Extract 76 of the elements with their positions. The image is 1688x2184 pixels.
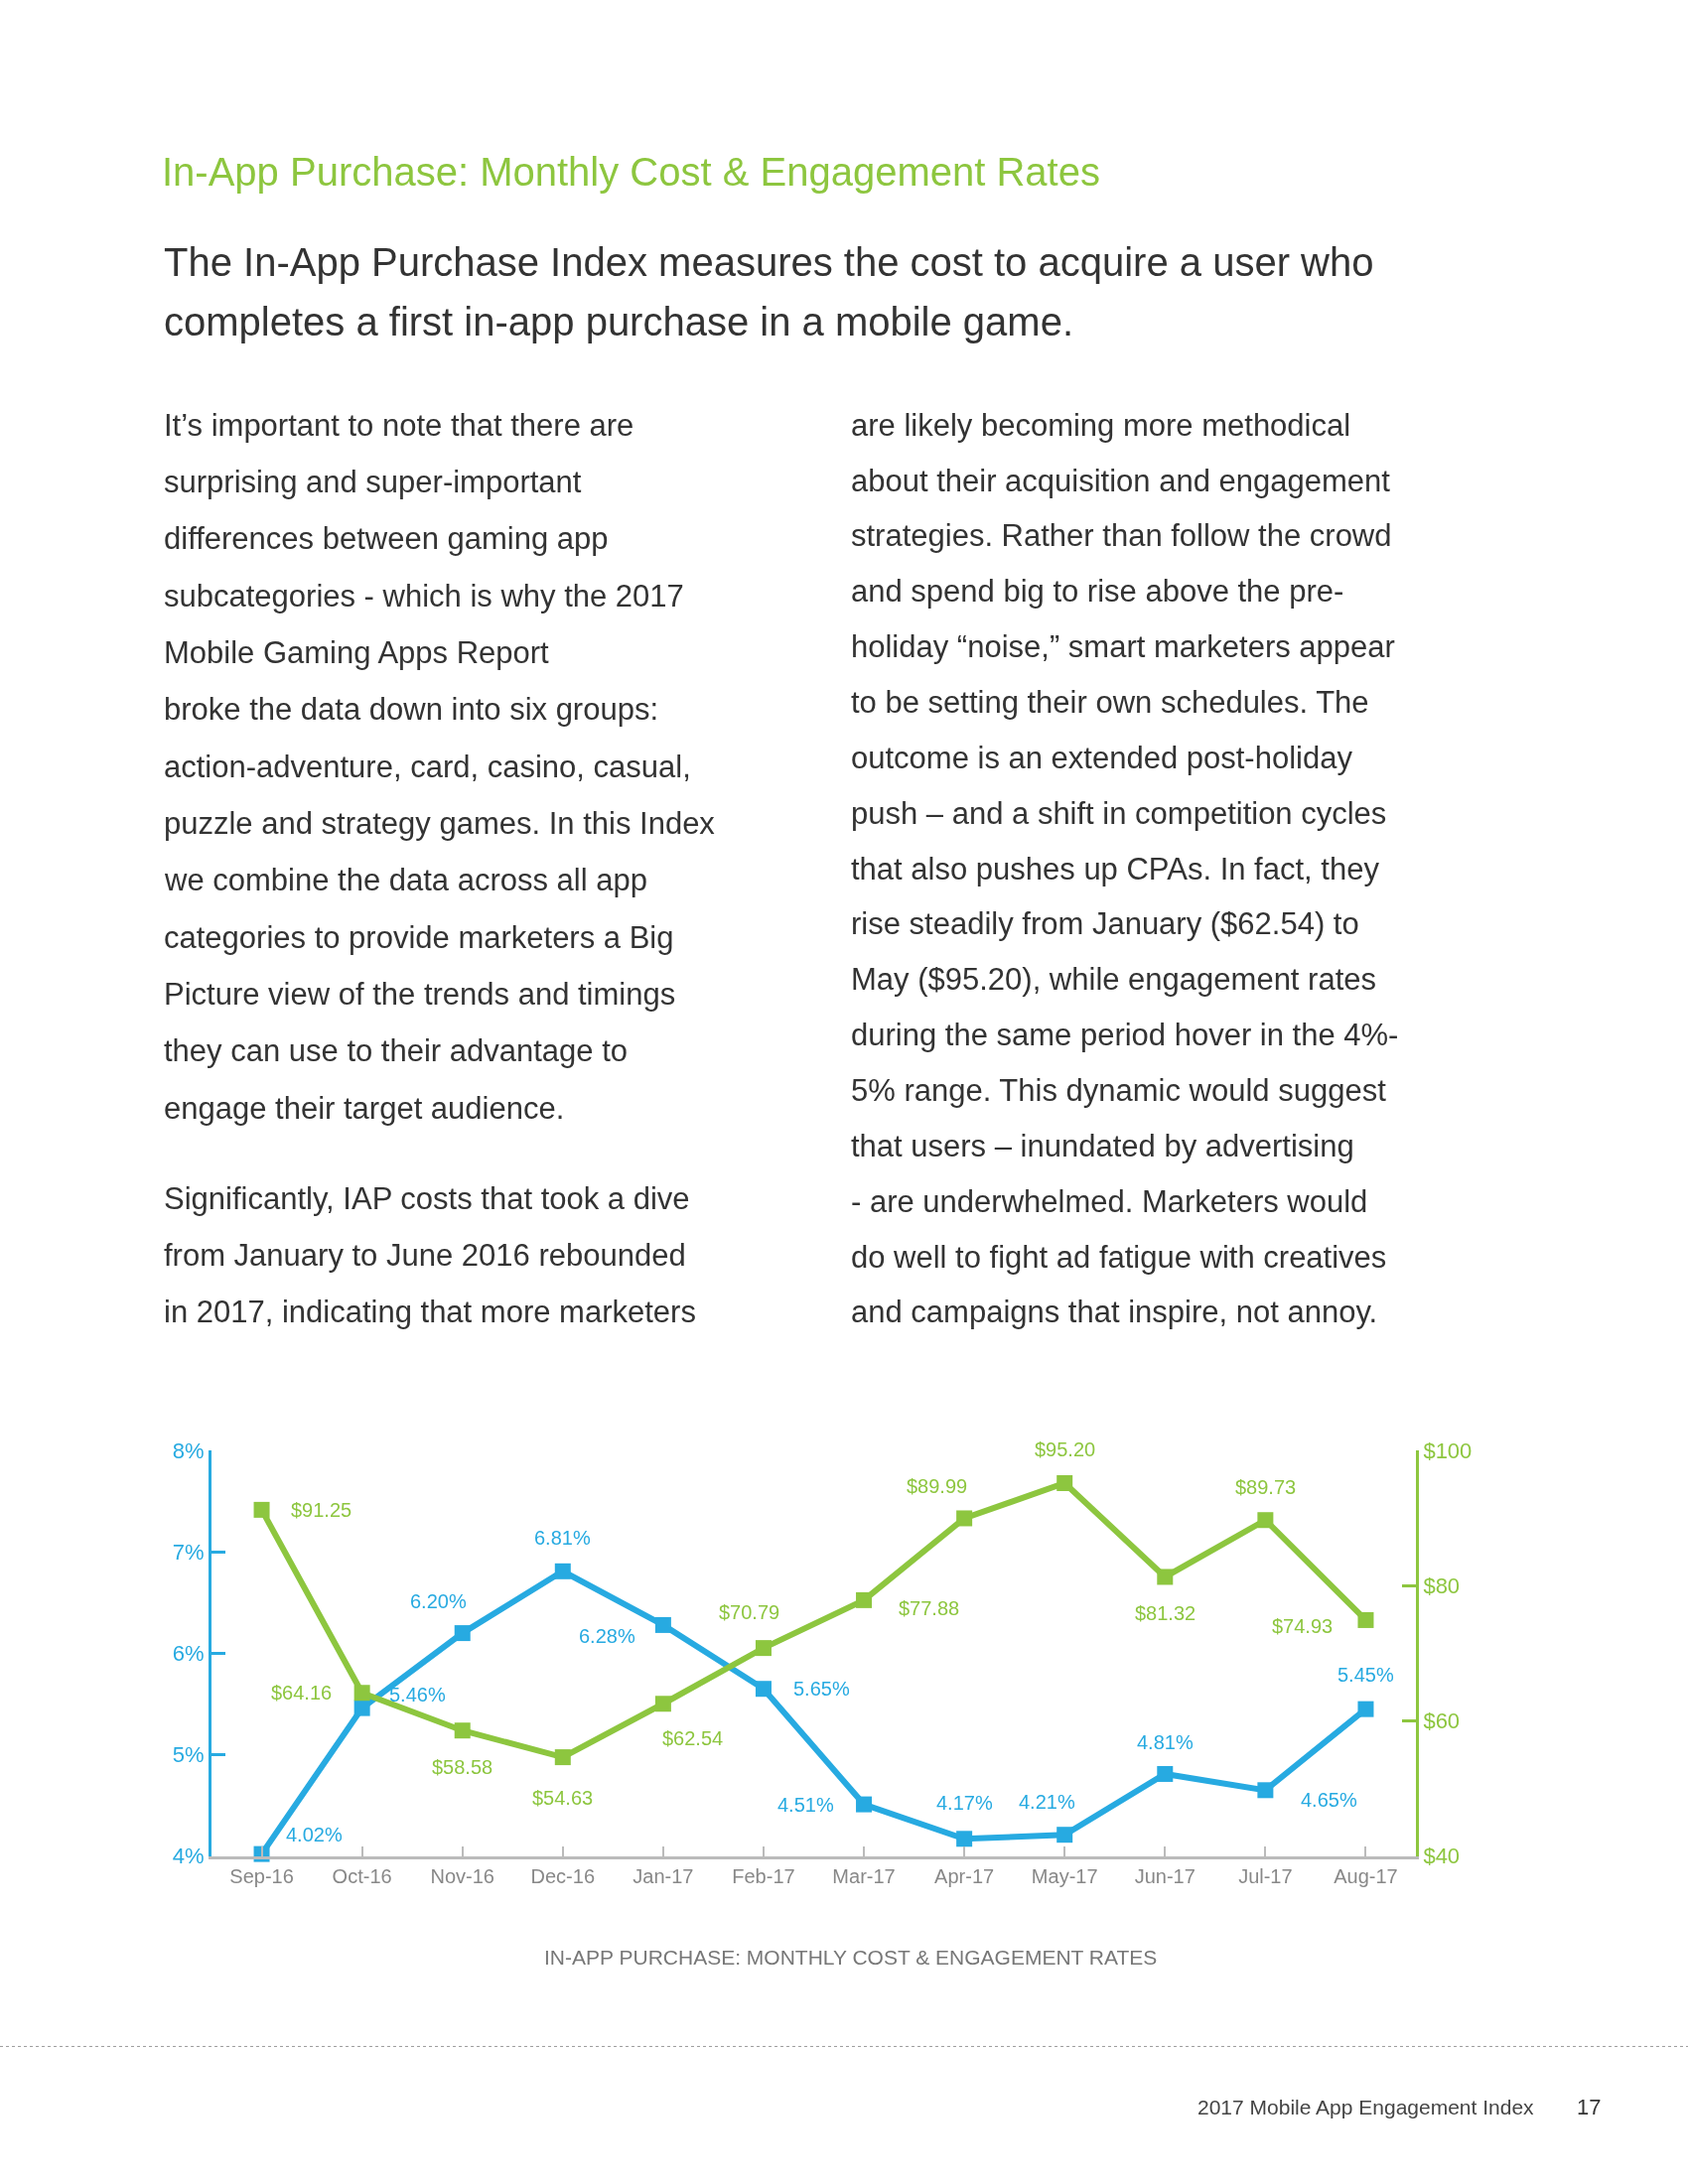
- data-label: $70.79: [719, 1601, 780, 1623]
- x-tick-label: Nov-16: [430, 1864, 494, 1887]
- point: [856, 1796, 873, 1813]
- x-tick-label: Aug-17: [1334, 1864, 1398, 1887]
- point: [1157, 1765, 1174, 1782]
- y-tick-label: 4%: [172, 1843, 205, 1869]
- data-label: 4.17%: [936, 1792, 993, 1814]
- text: are likely becoming more methodical about their acquisition and engagement strategies. Rather than follow the crowd and spend big to rise above the pre- holiday “noise,” smart marketers appear to be setting their own schedules. The outcome is an extended post-holiday push – and a shift in competition cycles that also pushes up CPAs. In fact, they rise steadily from January ($62.54) to May ($95.20), while engagement rates during the same period hover in the 4%- 5% range. This dynamic would suggest that users – inundated by advertising - are underwhelmed. Marketers would do well to fight ad fatigue with creatives and campaigns that inspire, not annoy.: [851, 408, 1399, 1329]
- data-label: $95.20: [1035, 1438, 1096, 1460]
- data-label: $89.73: [1235, 1476, 1297, 1498]
- data-label: 6.20%: [410, 1590, 467, 1612]
- data-label: $62.54: [662, 1727, 724, 1749]
- x-tick-label: Feb-17: [732, 1864, 795, 1887]
- x-tick-label: Oct-16: [332, 1864, 392, 1887]
- x-tick-label: Sep-16: [229, 1864, 294, 1887]
- point: [1056, 1475, 1073, 1491]
- data-label: $89.99: [907, 1475, 968, 1497]
- point: [654, 1696, 671, 1712]
- text: 17: [1577, 2095, 1602, 2119]
- y-tick-label: 8%: [172, 1438, 205, 1464]
- y2-tick-label: $40: [1423, 1843, 1461, 1869]
- point: [353, 1685, 370, 1702]
- x-tick-label: Jan-17: [633, 1864, 694, 1887]
- point: [353, 1700, 370, 1716]
- data-label: 4.81%: [1137, 1731, 1194, 1753]
- point: [956, 1831, 973, 1847]
- y2-tick-label: $80: [1423, 1573, 1461, 1599]
- data-label: $81.32: [1135, 1602, 1196, 1624]
- data-label: $64.16: [271, 1682, 333, 1704]
- point: [1257, 1782, 1274, 1799]
- data-label: 5.46%: [389, 1684, 446, 1706]
- point: [1357, 1701, 1374, 1717]
- x-tick-label: Jul-17: [1238, 1864, 1293, 1887]
- point: [755, 1681, 772, 1698]
- text: It’s important to note that there are surprising and super-important differences between gaming app subcategories - which is why the 2017 Mobile Gaming Apps Report broke the data down into six groups: action-adventure, card, casino, casual, puzzle and strategy games. In this Index we combine the data across all app categories to provide marketers a Big Picture view of the trends and timings they can use to their advantage to engage their target audience.: [164, 408, 715, 1126]
- point: [554, 1563, 571, 1579]
- chart-subtitle: The In-App Purchase Index measures the cost to acquire a user who completes a first in-app purchase in a mobile game.: [164, 240, 1374, 343]
- data-label: $74.93: [1272, 1615, 1334, 1637]
- data-label: 5.65%: [793, 1678, 850, 1700]
- data-label: $77.88: [899, 1597, 960, 1619]
- point: [1157, 1569, 1174, 1585]
- point: [755, 1640, 772, 1657]
- point: [856, 1591, 873, 1608]
- chart-title: In-App Purchase: Monthly Cost & Engagement Rates: [162, 150, 1100, 195]
- point: [1056, 1827, 1073, 1843]
- x-tick-label: Jun-17: [1134, 1864, 1196, 1887]
- data-label: 4.02%: [286, 1824, 343, 1845]
- text: 2017 Mobile App Engagement Index: [1197, 2096, 1535, 2118]
- point: [454, 1722, 471, 1739]
- data-label: $91.25: [291, 1499, 352, 1521]
- point: [554, 1749, 571, 1766]
- x-tick-label: Dec-16: [530, 1864, 596, 1887]
- point: [1257, 1512, 1274, 1529]
- data-label: $54.63: [532, 1787, 594, 1809]
- y2-tick-label: $100: [1423, 1438, 1473, 1464]
- x-tick-label: Mar-17: [832, 1864, 896, 1887]
- text: Significantly, IAP costs that took a dive from January to June 2016 rebounded in 2017, indicating that more marketers: [164, 1181, 696, 1329]
- point: [1357, 1611, 1374, 1628]
- data-label: 5.45%: [1337, 1664, 1394, 1686]
- point: [454, 1625, 471, 1642]
- y2-tick-label: $60: [1423, 1708, 1461, 1734]
- point: [253, 1501, 270, 1518]
- text: IN-APP PURCHASE: MONTHLY COST & ENGAGEMENT RATES: [544, 1946, 1158, 1969]
- x-tick-label: May-17: [1031, 1864, 1098, 1887]
- data-label: 4.65%: [1301, 1789, 1357, 1811]
- data-label: 6.81%: [534, 1527, 591, 1549]
- data-label: 6.28%: [579, 1625, 635, 1647]
- data-label: $58.58: [432, 1756, 493, 1778]
- y-tick-label: 7%: [172, 1540, 205, 1566]
- x-tick-label: Apr-17: [934, 1864, 995, 1887]
- data-label: 4.21%: [1019, 1791, 1075, 1813]
- point: [956, 1510, 973, 1527]
- y-tick-label: 6%: [172, 1641, 205, 1667]
- y-tick-label: 5%: [172, 1742, 205, 1768]
- data-label: 4.51%: [777, 1794, 834, 1816]
- point: [654, 1616, 671, 1633]
